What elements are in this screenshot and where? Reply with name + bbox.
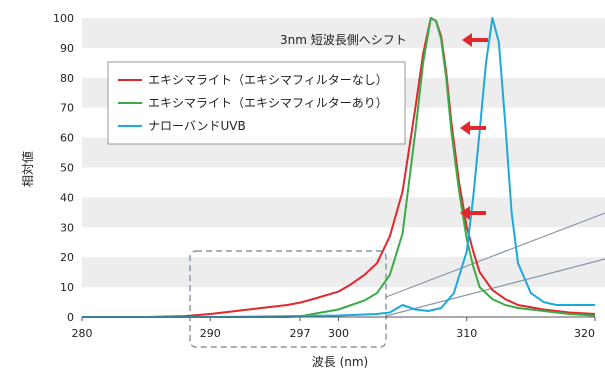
y-tick-label: 10 [60, 281, 74, 294]
grid-bands [82, 18, 605, 288]
series-line-3 [82, 17, 595, 318]
y-tick-label: 20 [60, 251, 74, 264]
x-tick-label: 290 [200, 327, 221, 340]
legend-items: エキシマライト（エキシマフィルターなし） エキシマライト（エキシマフィルターあり）… [118, 73, 388, 133]
x-axis-title: 波長 (nm) [312, 355, 368, 369]
shift-arrow-middle [460, 121, 486, 135]
x-tick-label: 297 [290, 327, 311, 340]
x-tick-label: 300 [328, 327, 349, 340]
legend-box [107, 61, 406, 145]
y-tick-label: 40 [60, 191, 74, 204]
y-tick-label: 0 [67, 311, 74, 324]
x-tick-label: 310 [456, 327, 477, 340]
shift-annotation-text: 3nm 短波長側へシフト [280, 33, 407, 47]
shift-arrow-bottom [460, 206, 486, 220]
zoom-connector-lower [385, 258, 605, 317]
y-tick-label: 30 [60, 221, 74, 234]
y-tick-labels: 0 10 20 30 40 50 60 70 80 90 100 [53, 12, 74, 324]
grid-band [82, 18, 605, 48]
series-line-2 [82, 17, 596, 318]
legend-label-3: ナローバンドUVB [148, 119, 246, 133]
y-tick-label: 50 [60, 162, 74, 175]
y-tick-label: 90 [60, 42, 74, 55]
series-line-1 [82, 17, 596, 318]
y-tick-label: 70 [60, 102, 74, 115]
shift-arrow-top [462, 33, 488, 47]
legend-label-1: エキシマライト（エキシマフィルターなし） [148, 73, 388, 87]
y-tick-label: 60 [60, 132, 74, 145]
x-tick-label: 280 [72, 327, 93, 340]
zoom-connector-upper [385, 212, 605, 298]
x-tick-label: 320 [574, 327, 595, 340]
y-axis-title: 相対値 [20, 151, 35, 187]
y-tick-label: 80 [60, 72, 74, 85]
shift-annotation: 3nm 短波長側へシフト [280, 33, 488, 220]
zoom-region [189, 212, 605, 348]
y-tick-label: 100 [53, 12, 74, 25]
legend-label-2: エキシマライト（エキシマフィルターあり） [148, 96, 388, 110]
series-lines [82, 17, 596, 318]
grid-band [82, 197, 605, 228]
zoom-region-box [189, 250, 387, 348]
x-tick-labels: 280 290 297 300 310 320 [72, 317, 596, 340]
legend: エキシマライト（エキシマフィルターなし） エキシマライト（エキシマフィルターあり）… [107, 61, 406, 145]
